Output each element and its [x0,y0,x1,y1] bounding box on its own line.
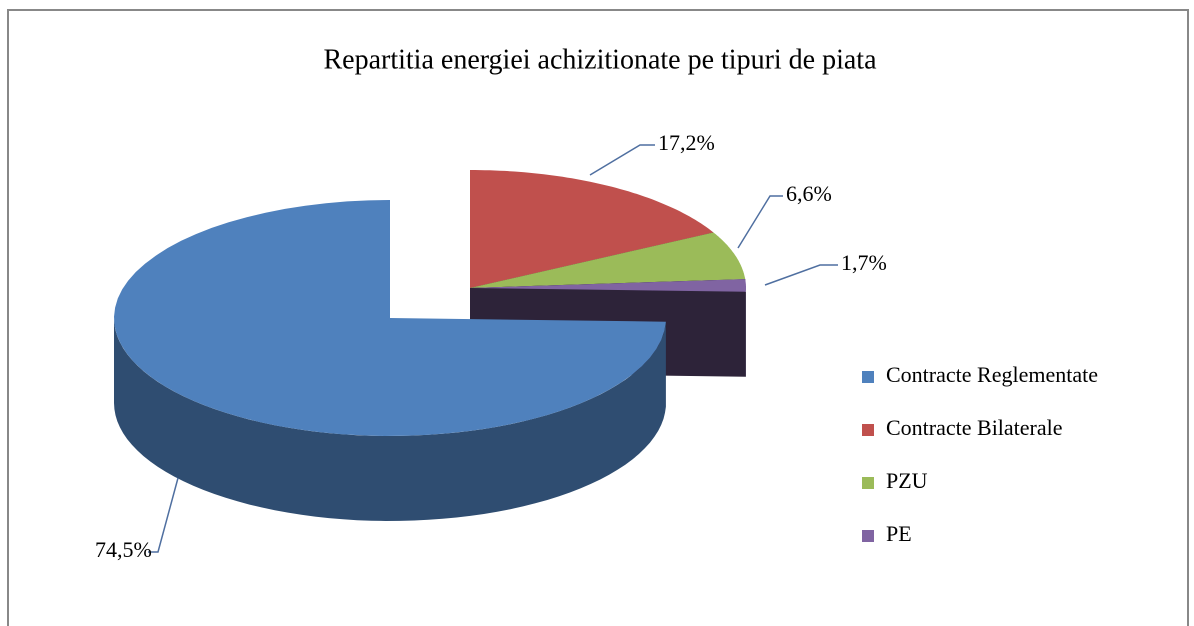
leader-lines [148,144,838,553]
chart-title: Repartitia energiei achizitionate pe tip… [323,44,877,75]
data-label: 17,2% [658,130,715,155]
legend-label: PZU [886,468,928,493]
slice [470,170,714,288]
leader-line [737,195,783,249]
data-label: 1,7% [841,250,887,275]
leader-line [148,477,179,553]
legend-label: PE [886,521,912,546]
legend-swatch [862,477,874,489]
slice [470,279,746,292]
legend-label: Contracte Bilaterale [886,415,1063,440]
slice [470,232,746,288]
data-label: 74,5% [95,537,152,562]
data-label: 6,6% [786,181,832,206]
slice-side [114,318,666,521]
legend-swatch [862,530,874,542]
pie [114,170,746,521]
data-labels: 74,5% 17,2% 6,6% 1,7% [95,130,887,562]
legend-swatch [862,371,874,383]
leader-line [589,144,655,176]
legend-label: Contracte Reglementate [886,362,1098,387]
legend-swatch [862,424,874,436]
legend: Contracte Reglementate Contracte Bilatera… [862,362,1098,546]
slice [114,200,666,436]
leader-line [764,264,838,286]
